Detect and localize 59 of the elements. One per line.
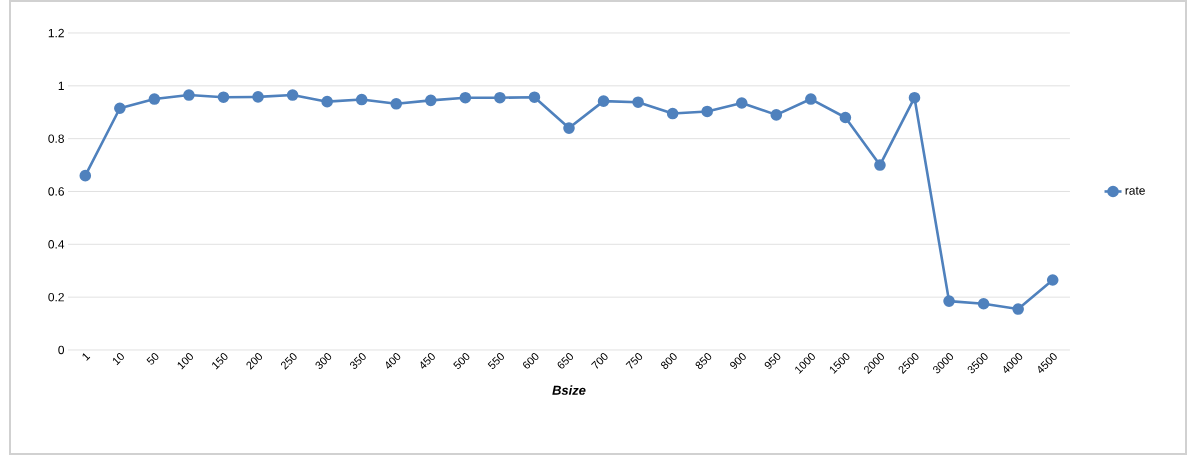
- y-tick-label: 0.6: [48, 187, 64, 196]
- point: [735, 97, 748, 109]
- x-tick-label: 650: [557, 353, 574, 369]
- x-tick-label: 900: [730, 353, 746, 369]
- y-tick-label: 0.2: [48, 292, 64, 302]
- y-tick-label: 0.8: [48, 134, 64, 143]
- legend-label: rate: [1125, 186, 1145, 195]
- x-tick-label: 10: [112, 353, 124, 366]
- point: [597, 95, 610, 107]
- x-axis-title: Bsize: [552, 385, 586, 395]
- x-tick-label: 150: [212, 353, 228, 370]
- point: [1012, 303, 1024, 315]
- point: [908, 91, 921, 104]
- x-tick-label: 300: [315, 353, 332, 369]
- x-tick-label: 200: [246, 353, 263, 370]
- y-tick-label: 1: [58, 81, 64, 90]
- point: [183, 89, 195, 101]
- point: [252, 91, 264, 103]
- point: [874, 159, 886, 171]
- point: [390, 97, 403, 110]
- point: [701, 105, 713, 118]
- x-tick-label: 1: [82, 353, 91, 361]
- point: [79, 169, 92, 182]
- point: [459, 91, 472, 104]
- point: [424, 94, 437, 107]
- x-tick-label: 450: [420, 353, 435, 369]
- x-tick-label: 750: [625, 353, 643, 369]
- x-tick-label: 550: [487, 353, 504, 369]
- point: [943, 295, 955, 307]
- point: [114, 102, 126, 115]
- y-tick-label: 0: [58, 345, 65, 355]
- x-tick-label: 600: [523, 353, 539, 369]
- x-tick-label: 350: [350, 353, 366, 369]
- point: [770, 109, 783, 121]
- x-tick-label: 950: [764, 353, 781, 369]
- point: [805, 93, 817, 105]
- point: [632, 96, 644, 108]
- point: [286, 89, 299, 101]
- x-tick-label: 850: [695, 353, 712, 369]
- x-tick-label: 50: [146, 353, 159, 365]
- x-tick-label: 500: [453, 353, 470, 369]
- y-tick-label: 1.2: [48, 28, 64, 38]
- point: [321, 95, 333, 108]
- point: [494, 91, 506, 104]
- point: [217, 91, 230, 103]
- x-tick-label: 100: [177, 353, 193, 370]
- point: [148, 93, 161, 105]
- point: [528, 91, 541, 103]
- point: [563, 122, 575, 134]
- y-tick-label: 0.4: [48, 240, 65, 249]
- point: [839, 111, 852, 124]
- x-tick-label: 400: [386, 353, 401, 369]
- x-tick-label: 800: [661, 353, 677, 369]
- point: [666, 107, 679, 120]
- x-tick-label: 700: [591, 353, 608, 369]
- point: [355, 93, 368, 106]
- point: [1046, 274, 1059, 286]
- x-tick-label: 250: [281, 353, 297, 370]
- point: [977, 297, 990, 310]
